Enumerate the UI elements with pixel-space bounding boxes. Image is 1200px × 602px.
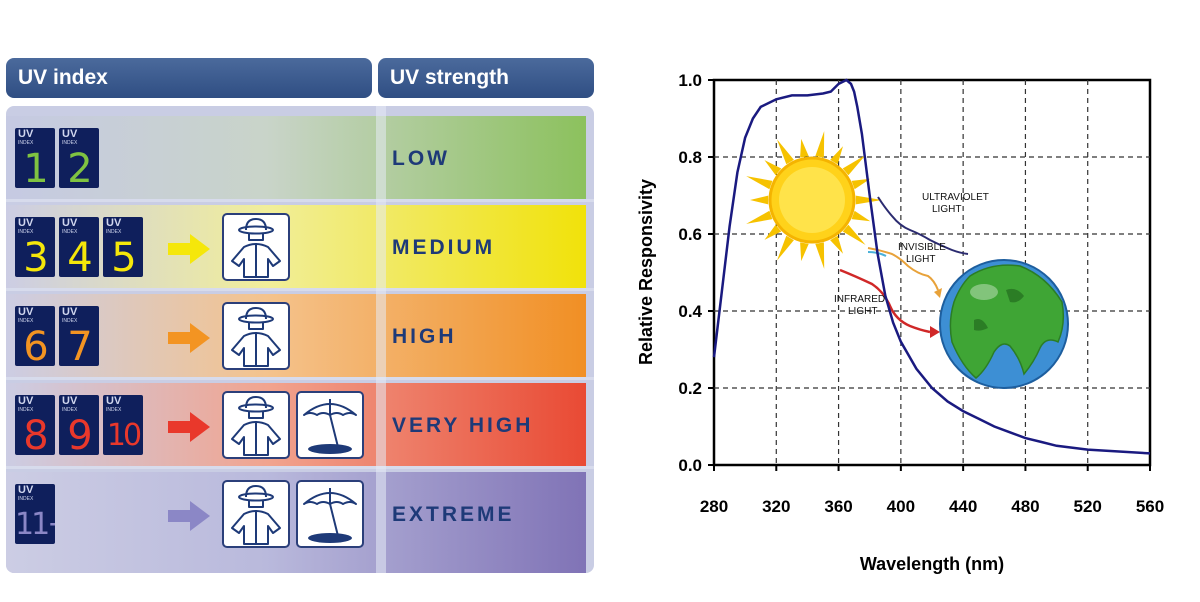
sun-ray xyxy=(777,235,794,261)
ultraviolet-wave xyxy=(877,196,969,255)
sun-ray xyxy=(842,224,866,245)
invisible-annotation: INVISIBLE xyxy=(898,242,946,253)
clothing-hat-icon xyxy=(222,391,290,459)
sun-ray xyxy=(815,131,825,158)
clothing-hat-icon xyxy=(222,302,290,370)
sun-ray xyxy=(851,210,871,222)
uv-index-number: 8 xyxy=(23,413,48,455)
uv-index-header: UV index xyxy=(6,58,372,98)
uv-index-badge: UV INDEX 4 xyxy=(59,217,99,277)
uv-table-body: UV INDEX 1 UV INDEX 2 LOW UV INDEX 3 UV INDE… xyxy=(6,106,594,573)
sun-ray xyxy=(800,138,809,158)
umbrella-shade-icon xyxy=(296,391,364,459)
sun-ray xyxy=(750,195,769,205)
ultraviolet-annotation-light: LIGHT xyxy=(932,204,961,215)
uv-strength-label: MEDIUM xyxy=(392,236,496,259)
x-tick-label: 320 xyxy=(762,497,790,516)
sun-ray xyxy=(851,178,871,190)
infrared-annotation: INFRARED xyxy=(834,294,885,305)
uv-strength-label: HIGH xyxy=(392,325,457,348)
sun-ray xyxy=(777,139,794,165)
uv-strength-label: LOW xyxy=(392,147,450,170)
uv-index-badge: UV INDEX 5 xyxy=(103,217,143,277)
arrow-right-icon xyxy=(168,234,210,264)
uv-index-number: 1 xyxy=(23,146,48,188)
sun-ray xyxy=(746,176,773,190)
uv-index-badge: UV INDEX 7 xyxy=(59,306,99,366)
clothing-hat-icon xyxy=(222,213,290,281)
uv-index-number: 9 xyxy=(67,413,92,455)
arrow-right-icon xyxy=(168,323,210,353)
sun-ray xyxy=(842,155,866,176)
invisible-light-wave xyxy=(867,247,939,291)
uv-index-number: 7 xyxy=(67,324,92,366)
infrared-wave xyxy=(839,268,931,334)
uv-index-badge: UV INDEX 1 xyxy=(15,128,55,188)
uv-row-high: UV INDEX 6 UV INDEX 7 xyxy=(6,294,594,380)
uv-row-medium: UV INDEX 3 UV INDEX 4 UV INDEX 5 xyxy=(6,205,594,291)
responsivity-chart: 280 320 360 400 440 480 520 560 0.0 0.2 0.4 0.6 0.8… xyxy=(600,40,1190,600)
uv-row-very-high: UV INDEX 8 UV INDEX 9 UV INDEX 10 xyxy=(6,383,594,469)
uv-strength-label: EXTREME xyxy=(392,503,515,526)
uv-index-number: 11+ xyxy=(15,507,55,542)
sun-icon xyxy=(746,131,882,269)
y-tick-label: 0.6 xyxy=(678,225,702,244)
uv-row-low: UV INDEX 1 UV INDEX 2 LOW xyxy=(6,116,594,202)
x-tick-label: 280 xyxy=(700,497,728,516)
y-axis-ticks: 0.0 0.2 0.4 0.6 0.8 1.0 xyxy=(678,71,714,475)
x-tick-label: 440 xyxy=(949,497,977,516)
earth-globe-icon xyxy=(939,259,1069,389)
sun-ray xyxy=(815,242,825,269)
uv-strength-header: UV strength xyxy=(378,58,594,98)
uv-strength-label: VERY HIGH xyxy=(392,414,534,437)
uv-index-badge: UV INDEX 2 xyxy=(59,128,99,188)
uv-index-badge: UV INDEX 9 xyxy=(59,395,99,455)
sun-ray xyxy=(830,146,843,165)
clothing-hat-icon xyxy=(222,480,290,548)
x-axis-label: Wavelength (nm) xyxy=(860,554,1004,574)
arrow-right-icon xyxy=(168,501,210,531)
uv-index-number: 10 xyxy=(106,418,142,453)
x-tick-label: 520 xyxy=(1074,497,1102,516)
responsivity-line xyxy=(712,78,1151,455)
y-tick-label: 0.8 xyxy=(678,148,702,167)
invisible-annotation-light: LIGHT xyxy=(906,254,935,265)
x-tick-label: 360 xyxy=(824,497,852,516)
uv-index-number: 6 xyxy=(23,324,48,366)
uv-index-badge: UV INDEX 6 xyxy=(15,306,55,366)
y-tick-label: 0.0 xyxy=(678,456,702,475)
sun-ray xyxy=(746,210,773,224)
uv-index-number: 2 xyxy=(67,146,92,188)
uv-index-number: 5 xyxy=(111,235,136,277)
sun-ray xyxy=(830,235,843,254)
uv-index-badge: UV INDEX 8 xyxy=(15,395,55,455)
infrared-annotation-light: LIGHT xyxy=(848,306,877,317)
x-axis-ticks: 280 320 360 400 440 480 520 560 xyxy=(700,465,1164,516)
uv-index-badge: UV INDEX 3 xyxy=(15,217,55,277)
x-tick-label: 400 xyxy=(887,497,915,516)
sun-ray xyxy=(855,195,882,205)
uv-index-badge: UV INDEX 10 xyxy=(103,395,143,455)
x-tick-label: 560 xyxy=(1136,497,1164,516)
ultraviolet-annotation: ULTRAVIOLET xyxy=(922,192,989,203)
arrow-right-icon xyxy=(168,412,210,442)
sun-ray xyxy=(800,242,809,262)
plot-area xyxy=(712,78,1152,467)
uv-index-number: 3 xyxy=(23,235,48,277)
sun-ray xyxy=(764,160,782,176)
uv-index-number: 4 xyxy=(67,235,92,277)
y-tick-label: 1.0 xyxy=(678,71,702,90)
y-axis-label: Relative Responsivity xyxy=(636,179,656,365)
y-tick-label: 0.2 xyxy=(678,379,702,398)
y-tick-label: 0.4 xyxy=(678,302,702,321)
sun-ray xyxy=(764,224,782,240)
uv-index-table: UV index UV strength UV INDEX 1 UV INDEX 2… xyxy=(6,58,594,573)
x-tick-label: 480 xyxy=(1011,497,1039,516)
umbrella-shade-icon xyxy=(296,480,364,548)
